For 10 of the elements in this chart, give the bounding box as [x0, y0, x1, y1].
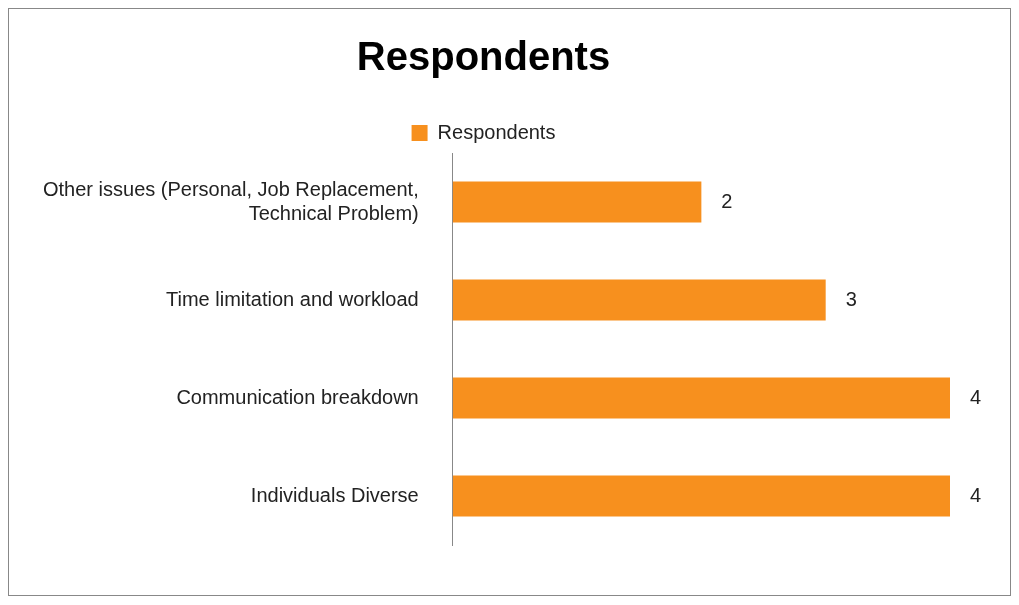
y-tick-label: Communication breakdown	[176, 385, 419, 408]
y-tick-label: Other issues (Personal, Job Replacement, Technical Problem)	[43, 177, 419, 224]
data-label: 4	[970, 385, 982, 408]
y-tick-label: Time limitation and workload	[166, 287, 419, 310]
data-label: 3	[845, 287, 857, 310]
y-tick-label: Individuals Diverse	[250, 483, 419, 506]
data-label: 2	[721, 189, 733, 212]
legend-label: Respondents	[437, 120, 556, 143]
chart-title: Respondents	[356, 34, 611, 79]
data-label: 4	[970, 483, 982, 506]
